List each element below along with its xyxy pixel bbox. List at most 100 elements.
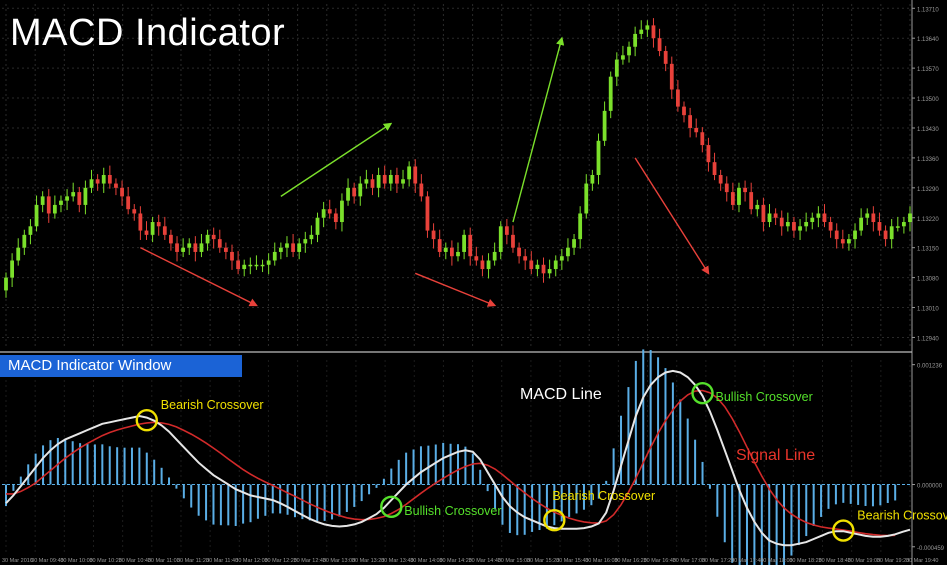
bearish-crossover-label: Bearish Crossover — [552, 489, 655, 503]
price-tick-label: 1.12940 — [917, 336, 939, 342]
bull-candle — [895, 226, 900, 228]
bull-candle — [456, 251, 460, 257]
bear-candle — [773, 213, 778, 218]
histogram-bar — [620, 415, 623, 485]
bear-candle — [749, 192, 754, 210]
bear-candle — [706, 145, 711, 163]
histogram-bar — [523, 484, 526, 535]
histogram-bar — [812, 484, 815, 526]
histogram-bar — [331, 484, 334, 520]
time-tick-label: 30 Mar 16:00 — [585, 558, 617, 564]
histogram-bar — [101, 444, 104, 485]
bull-candle — [248, 264, 253, 267]
bull-candle — [407, 166, 412, 180]
macd-tick-label: 0.001236 — [917, 364, 943, 370]
bull-candle — [443, 247, 448, 252]
price-tick-label: 1.13150 — [917, 247, 939, 253]
bull-candle — [584, 183, 589, 214]
bear-candle — [175, 243, 179, 252]
histogram-bar — [768, 484, 771, 565]
bull-candle — [908, 213, 912, 223]
price-tick-label: 1.13360 — [917, 157, 939, 163]
histogram-bar — [256, 484, 259, 519]
bull-candle — [785, 222, 790, 227]
bear-candle — [480, 260, 485, 270]
histogram-bar — [138, 447, 141, 485]
histogram-bar — [627, 387, 630, 485]
bear-candle — [718, 175, 723, 184]
bullish-crossover-label: Bullish Crossover — [716, 390, 813, 404]
bullish-crossover-circle — [691, 381, 714, 405]
histogram-bar — [649, 350, 652, 485]
bull-candle — [547, 269, 552, 274]
bear-candle — [370, 179, 375, 188]
bull-candle — [566, 247, 570, 257]
bear-candle — [517, 247, 521, 257]
histogram-bar — [775, 484, 778, 565]
bear-candle — [395, 175, 399, 184]
histogram-bar — [86, 444, 89, 485]
time-tick-label: 30 Mar 19:20 — [877, 558, 909, 564]
uptrend-arrow — [280, 122, 393, 197]
histogram-bar — [479, 469, 482, 485]
histogram-bar — [686, 418, 689, 485]
time-tick-label: 30 Mar 09:40 — [31, 558, 63, 564]
histogram-bar — [679, 399, 682, 485]
histogram-bar — [657, 357, 660, 485]
bear-candle — [126, 196, 131, 210]
macd-tick-label: -0.000459 — [917, 546, 945, 552]
bull-candle — [89, 179, 94, 188]
bear-candle — [144, 230, 149, 235]
histogram-bar — [412, 449, 415, 485]
histogram-bar — [879, 484, 882, 506]
bull-candle — [205, 234, 210, 244]
bull-candle — [340, 200, 344, 223]
downtrend-arrow — [634, 157, 710, 275]
bull-candle — [260, 264, 265, 267]
price-tick-label: 1.13010 — [917, 307, 939, 313]
histogram-bar — [205, 484, 208, 521]
bear-candle — [651, 25, 656, 39]
bear-candle — [95, 179, 100, 184]
histogram-bar — [864, 484, 867, 506]
bull-candle — [59, 200, 63, 205]
bear-candle — [657, 38, 662, 52]
histogram-bar — [168, 477, 171, 485]
bear-candle — [792, 222, 796, 231]
bearish-crossover-circle — [832, 519, 855, 542]
histogram-bar — [301, 484, 304, 520]
histogram-bar — [286, 484, 289, 515]
histogram-bar — [664, 368, 667, 485]
signal-line — [6, 389, 896, 537]
bull-candle — [608, 76, 613, 111]
bull-candle — [199, 243, 204, 252]
bear-candle — [114, 183, 118, 188]
bear-candle — [743, 187, 747, 193]
histogram-bar — [212, 484, 215, 525]
bearish-crossover-circle — [135, 409, 158, 432]
bull-candle — [309, 234, 314, 240]
histogram-bar — [79, 443, 82, 485]
time-tick-label: 30 Mar 14:40 — [469, 558, 501, 564]
bull-candle — [65, 196, 69, 201]
histogram-bar — [130, 447, 133, 485]
bull-candle — [16, 247, 21, 261]
histogram-bar — [382, 478, 385, 485]
histogram-bar — [190, 484, 193, 508]
bearish-crossover-circle — [543, 508, 566, 532]
histogram-bar — [790, 484, 793, 556]
bear-candle — [431, 230, 436, 240]
histogram-bar — [597, 484, 600, 499]
price-tick-label: 1.13290 — [917, 187, 939, 193]
histogram-bar — [486, 484, 489, 492]
histogram-bar — [5, 484, 7, 506]
time-tick-label: 30 Mar 10:00 — [60, 558, 92, 564]
histogram-bar — [27, 464, 30, 485]
histogram-bar — [849, 484, 852, 504]
macd-window-header: MACD Indicator Window — [0, 355, 242, 377]
time-tick-label: 30 Mar 10:20 — [89, 558, 121, 564]
bear-candle — [675, 89, 680, 107]
histogram-bar — [64, 438, 67, 485]
